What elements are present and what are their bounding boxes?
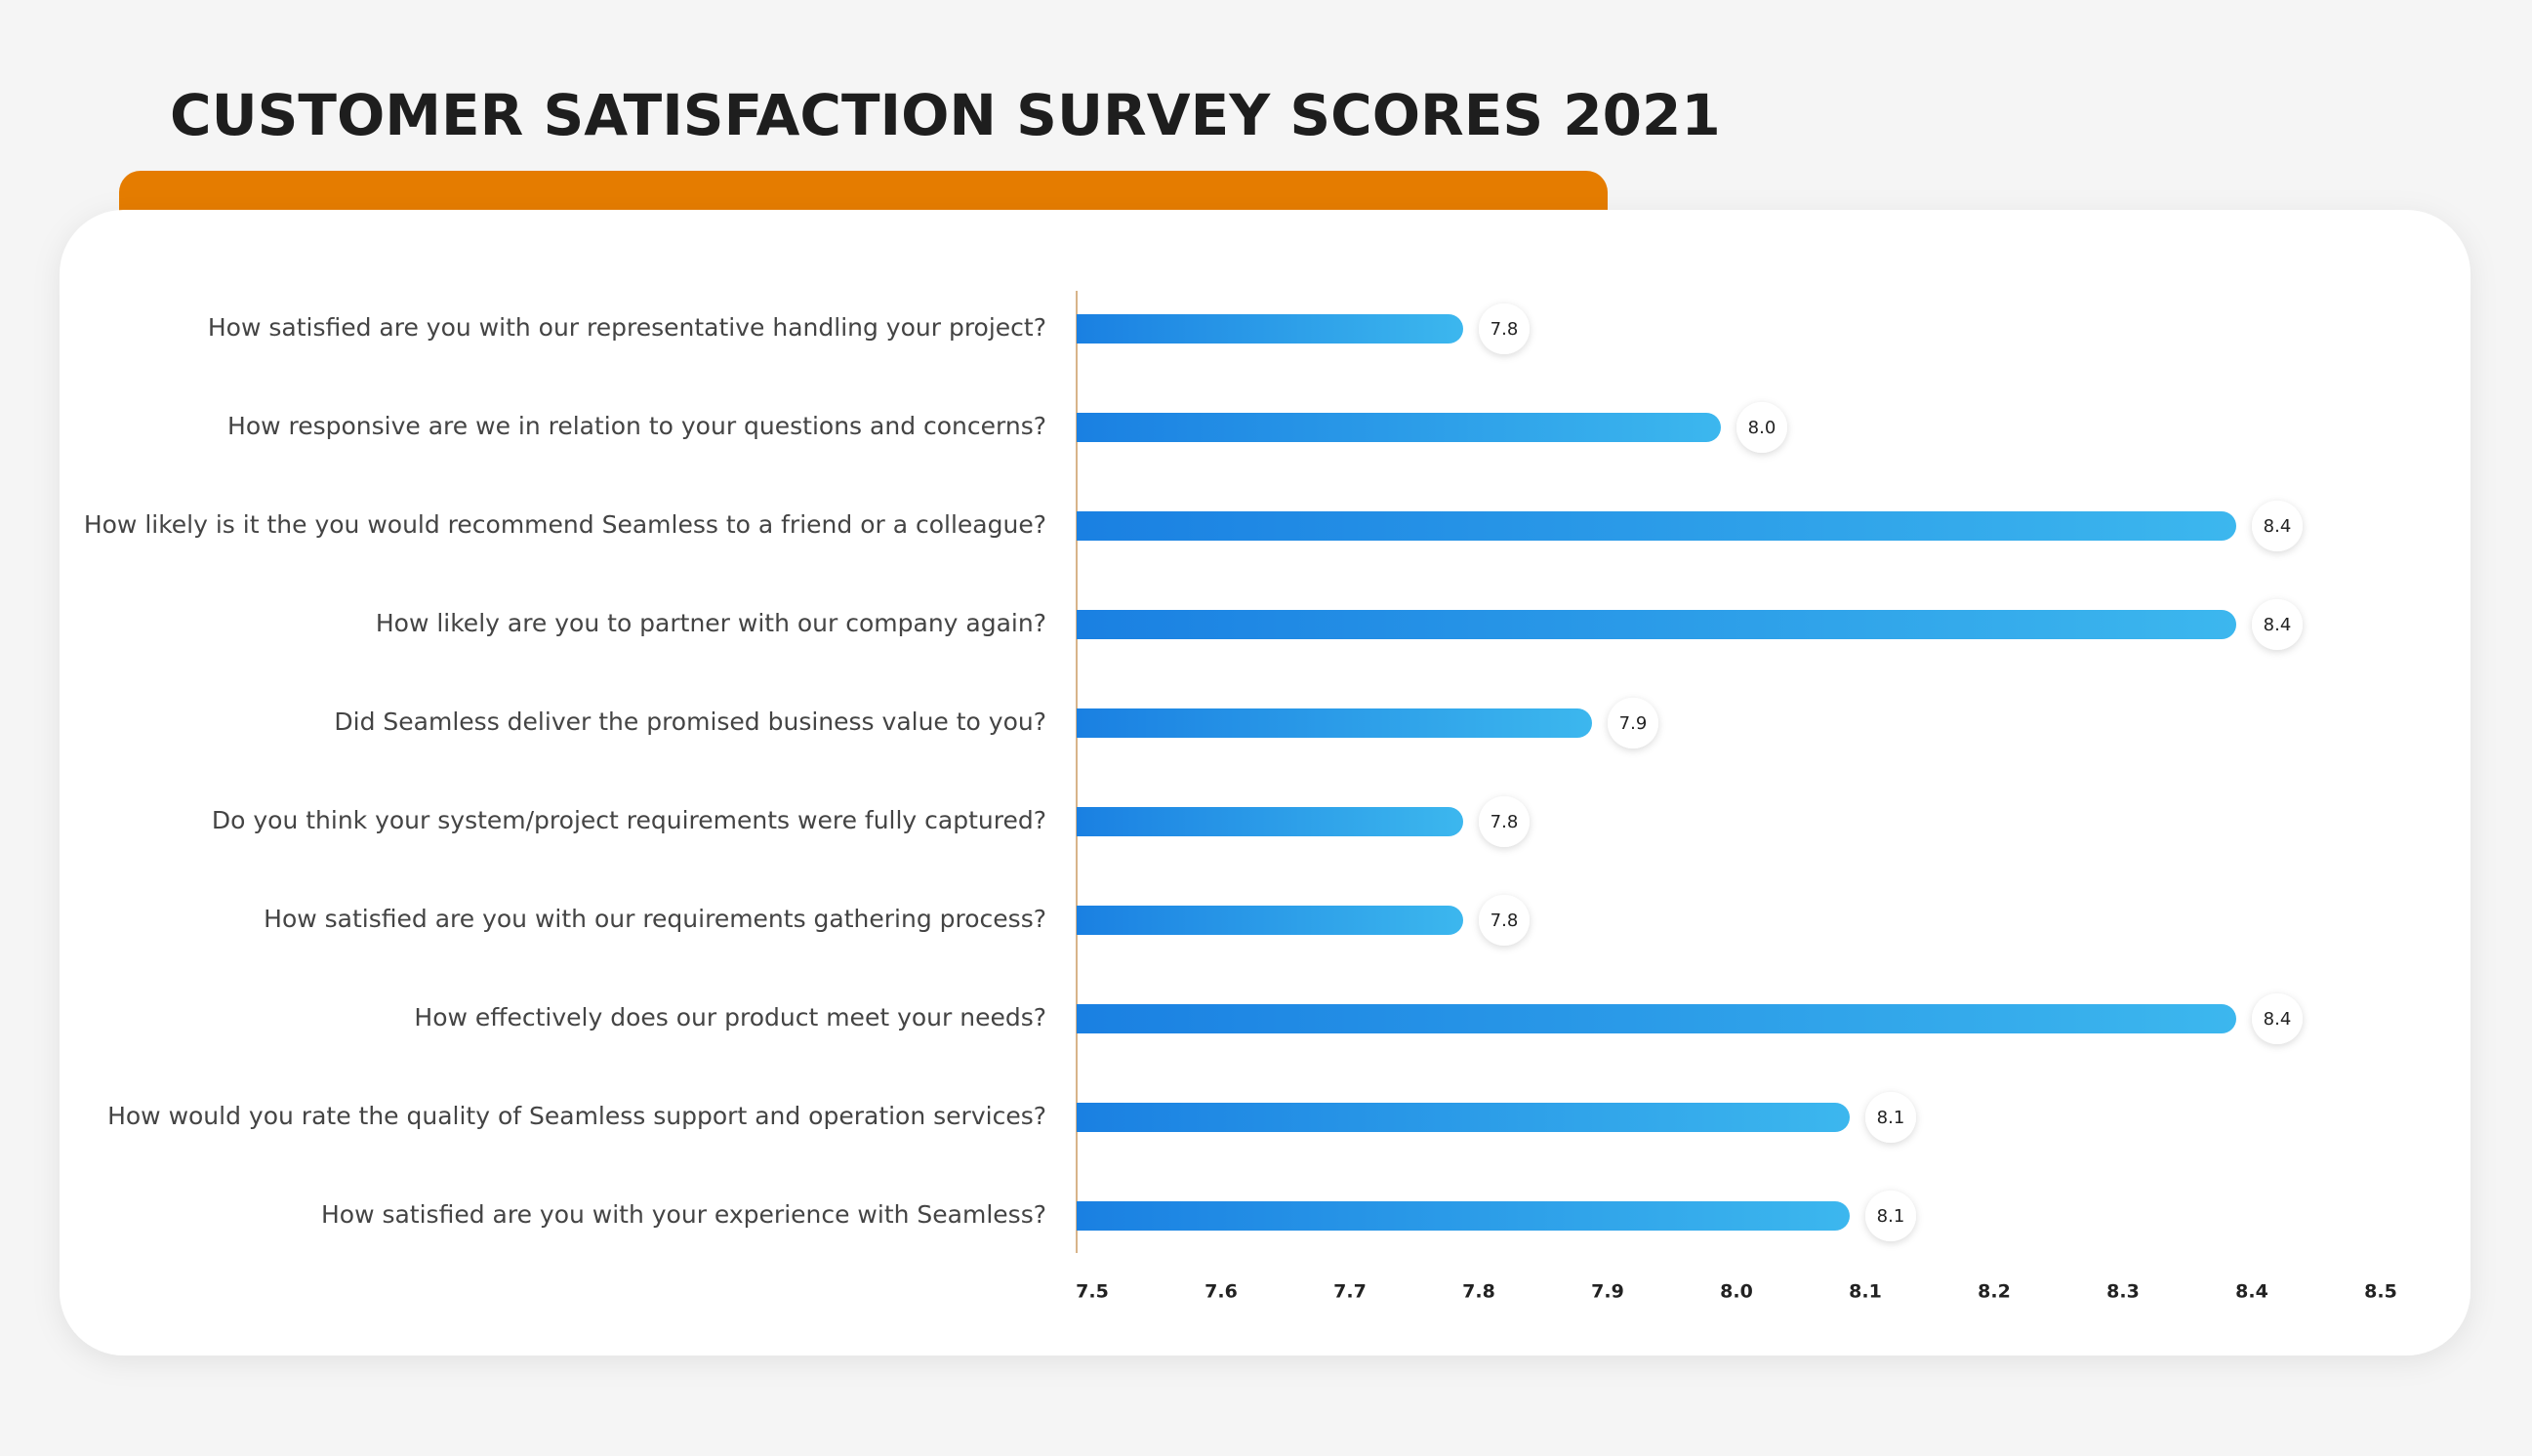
- bar: [1077, 708, 1592, 738]
- x-tick-label: 7.8: [1462, 1281, 1495, 1303]
- x-tick-label: 7.5: [1076, 1281, 1109, 1303]
- value-label: 7.8: [1491, 910, 1519, 931]
- x-tick-label: 8.2: [1978, 1281, 2011, 1303]
- category-label: Did Seamless deliver the promised busine…: [334, 708, 1046, 736]
- category-label: How likely are you to partner with our c…: [376, 609, 1046, 637]
- value-label: 8.0: [1748, 418, 1776, 438]
- value-badge: [1865, 1092, 1916, 1143]
- value-badge: [1865, 1191, 1916, 1241]
- bar: [1077, 906, 1463, 935]
- bar: [1077, 807, 1463, 836]
- card: [60, 210, 2471, 1355]
- bar: [1077, 314, 1463, 344]
- value-label: 7.9: [1619, 713, 1648, 734]
- value-badge: [2252, 993, 2303, 1044]
- x-tick-label: 7.7: [1333, 1281, 1367, 1303]
- bar: [1077, 1004, 2236, 1033]
- value-badge: [2252, 599, 2303, 650]
- category-label: How satisfied are you with our represent…: [208, 313, 1046, 342]
- x-tick-label: 8.5: [2364, 1281, 2397, 1303]
- bar: [1077, 1103, 1850, 1132]
- x-tick-label: 8.4: [2235, 1281, 2268, 1303]
- x-tick-label: 8.3: [2106, 1281, 2140, 1303]
- x-tick-label: 7.6: [1205, 1281, 1238, 1303]
- category-label: How satisfied are you with our requireme…: [264, 905, 1046, 933]
- bar: [1077, 413, 1721, 442]
- value-label: 8.4: [2264, 1009, 2292, 1030]
- bar: [1077, 1201, 1850, 1231]
- category-label: How satisfied are you with your experien…: [321, 1200, 1046, 1229]
- bar: [1077, 511, 2236, 541]
- x-tick-label: 8.0: [1720, 1281, 1753, 1303]
- bar: [1077, 610, 2236, 639]
- value-label: 8.4: [2264, 516, 2292, 537]
- category-label: How likely is it the you would recommend…: [84, 510, 1046, 539]
- value-badge: [1736, 402, 1787, 453]
- value-label: 7.8: [1491, 812, 1519, 832]
- value-label: 8.1: [1877, 1108, 1905, 1128]
- value-badge: [2252, 501, 2303, 551]
- value-badge: [1479, 895, 1530, 946]
- value-badge: [1479, 796, 1530, 847]
- value-badge: [1608, 698, 1658, 748]
- x-tick-label: 7.9: [1591, 1281, 1624, 1303]
- chart-title: CUSTOMER SATISFACTION SURVEY SCORES 2021: [170, 82, 1721, 148]
- category-label: How effectively does our product meet yo…: [414, 1003, 1046, 1031]
- value-label: 7.8: [1491, 319, 1519, 340]
- plot: 7.5 7.6 7.7 7.8 7.9 8.0 8.1 8.2 8.3 8.4 8.5 How sat…: [84, 303, 2397, 1303]
- category-label: Do you think your system/project require…: [212, 806, 1046, 834]
- value-label: 8.4: [2264, 615, 2292, 635]
- x-tick-label: 8.1: [1849, 1281, 1882, 1303]
- value-label: 8.1: [1877, 1206, 1905, 1227]
- value-badge: [1479, 303, 1530, 354]
- category-label: How would you rate the quality of Seamle…: [107, 1102, 1046, 1130]
- category-label: How responsive are we in relation to you…: [227, 412, 1046, 440]
